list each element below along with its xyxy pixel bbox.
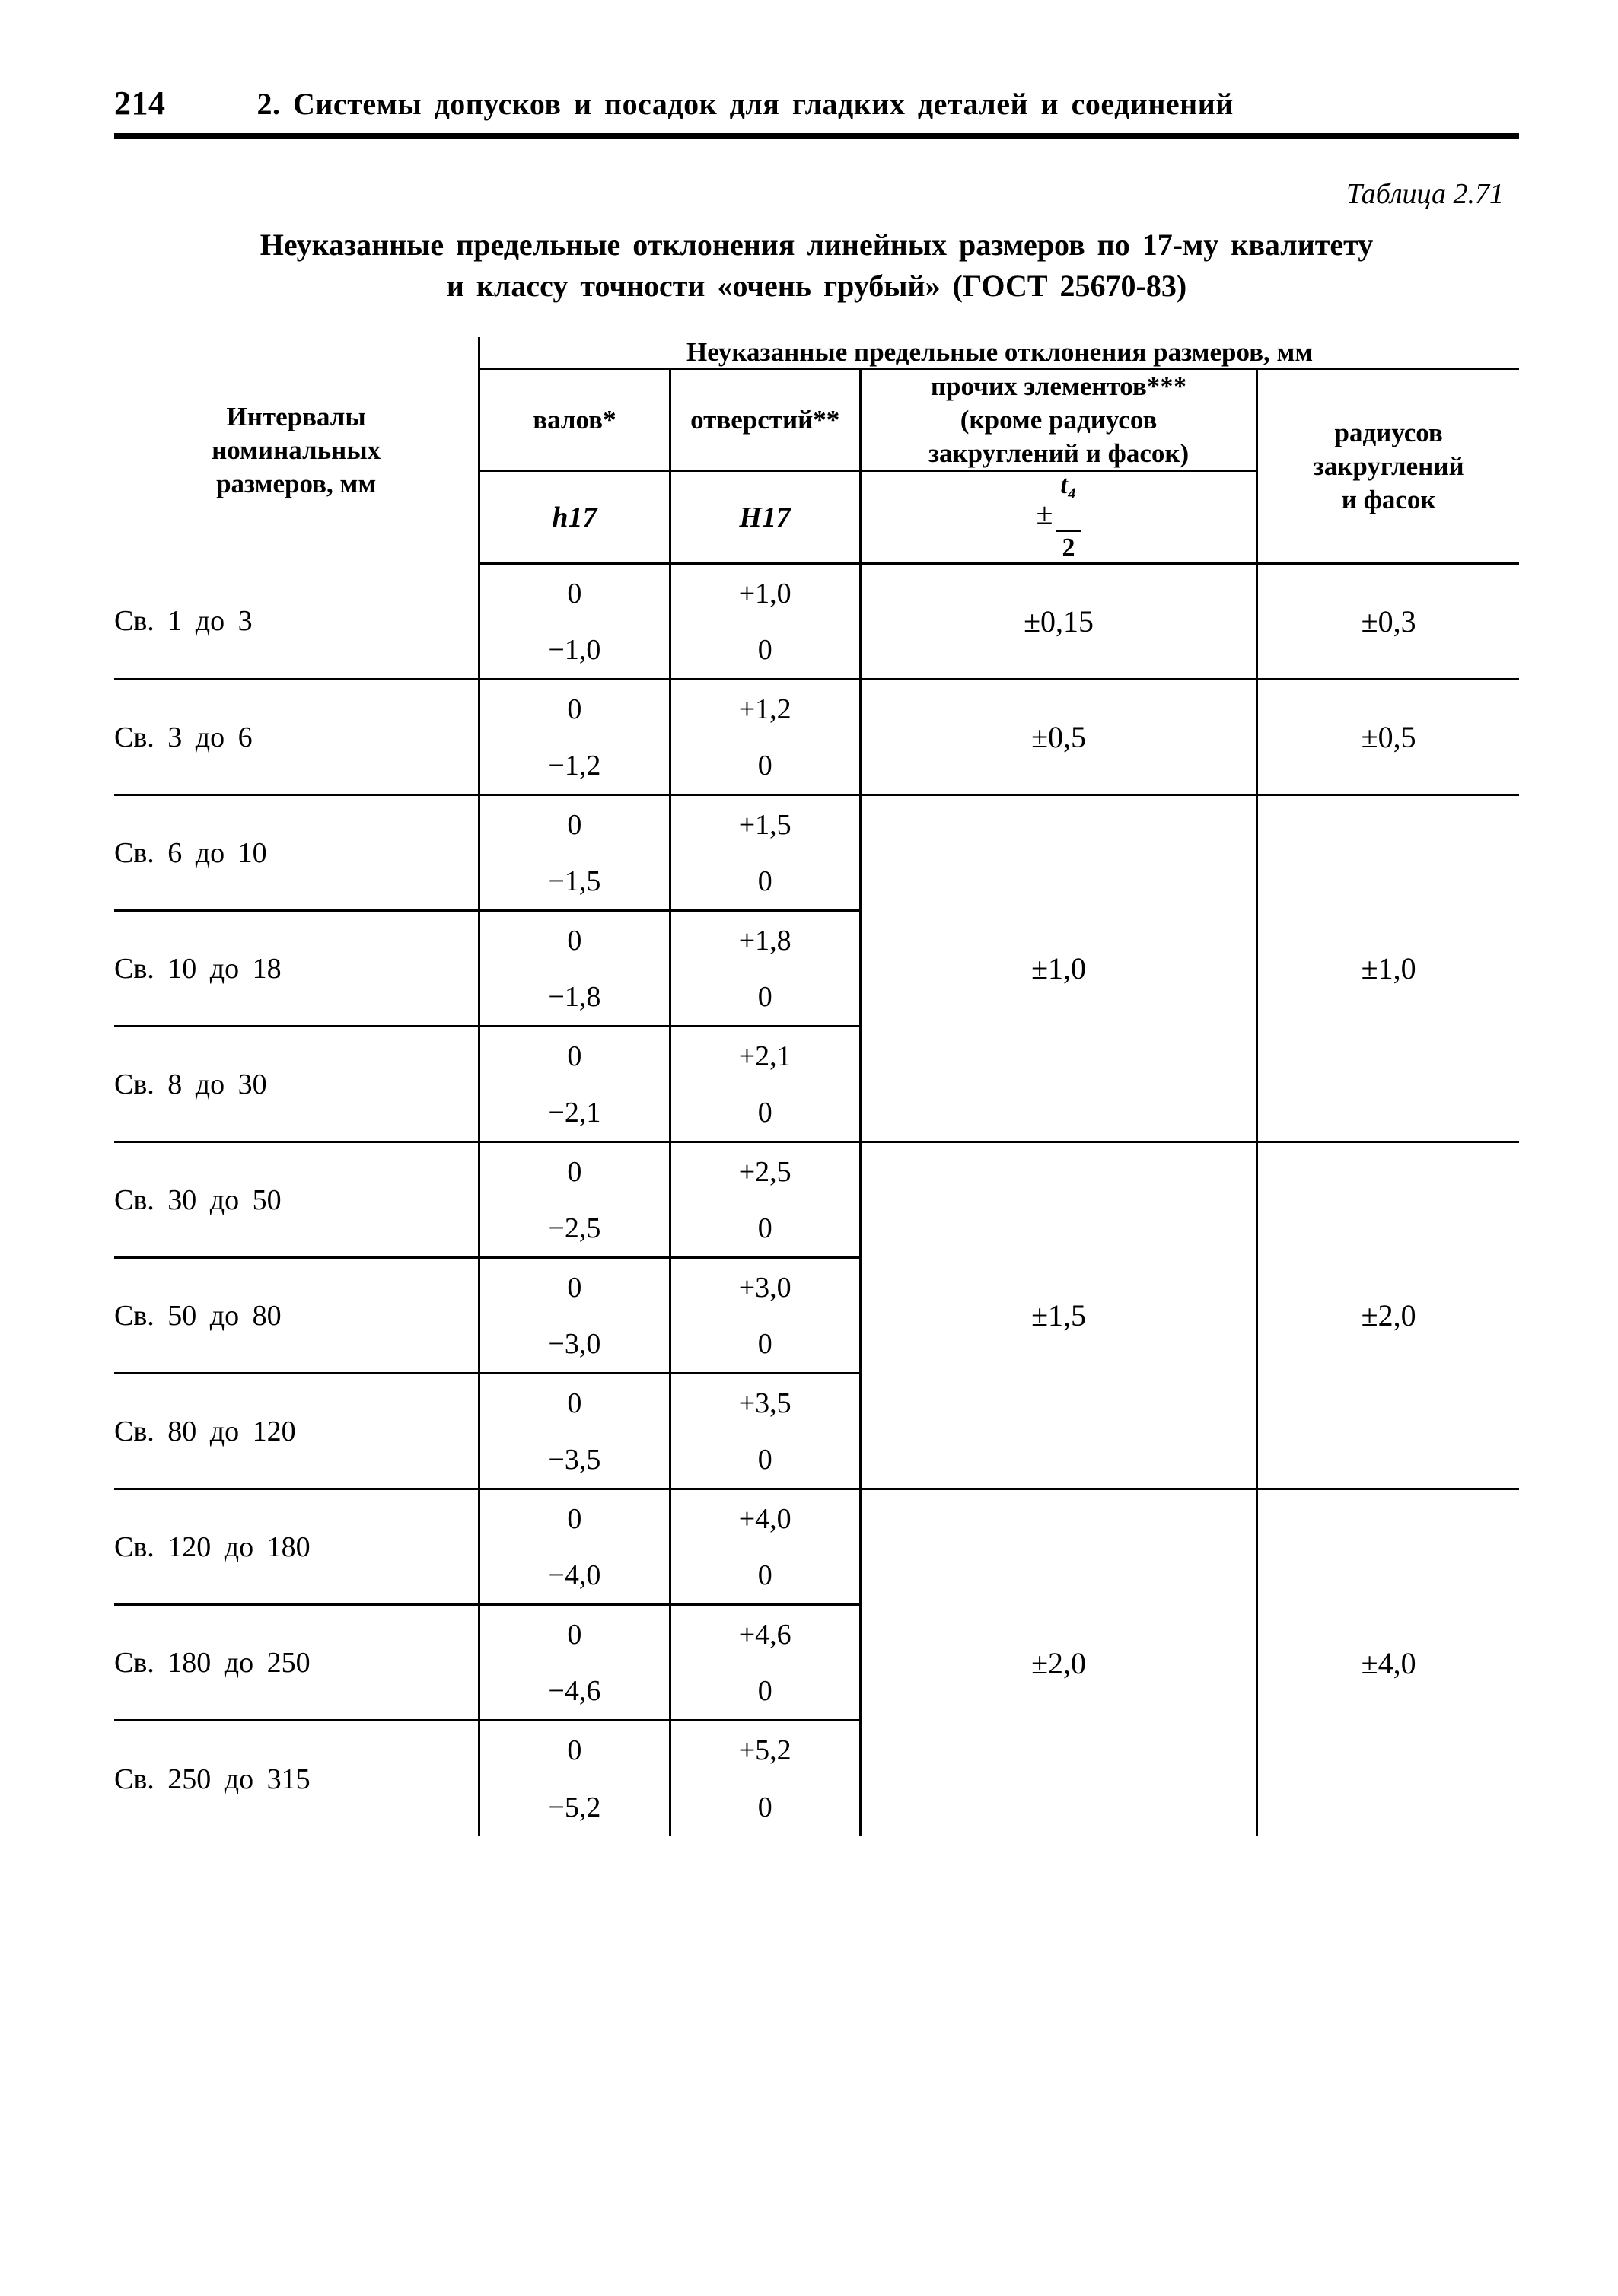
caption-line-2: и классу точности «очень грубый» (ГОСТ 2…	[447, 269, 1186, 303]
shaft-upper: 0	[479, 1374, 670, 1431]
hdr-intervals-l2: номинальных	[212, 435, 381, 465]
hdr-radii: радиусов закруглений и фасок	[1257, 369, 1519, 564]
hole-lower: 0	[670, 1084, 860, 1142]
hdr-radii-l3: и фасок	[1342, 485, 1436, 514]
hole-lower: 0	[670, 1663, 860, 1721]
des-other-formula: ±t₄2	[860, 471, 1256, 564]
other-pm: ±0,5	[860, 680, 1256, 795]
hdr-intervals: Интервалы номинальных размеров, мм	[114, 337, 479, 564]
shaft-upper: 0	[479, 1605, 670, 1663]
interval: Св. 10 до 18	[114, 911, 479, 1027]
formula-pm: ±	[1036, 497, 1053, 531]
shaft-lower: −3,0	[479, 1316, 670, 1374]
hole-lower: 0	[670, 737, 860, 795]
hdr-shafts: валов*	[479, 369, 670, 471]
interval: Св. 3 до 6	[114, 680, 479, 795]
hole-lower: 0	[670, 1431, 860, 1489]
hole-lower: 0	[670, 1547, 860, 1605]
formula-num: t₄	[1056, 472, 1081, 532]
hdr-intervals-l1: Интервалы	[226, 402, 365, 431]
hdr-other: прочих элементов*** (кроме радиусов закр…	[860, 369, 1256, 471]
radii-group-2: ±2,0	[1257, 1142, 1519, 1489]
hdr-other-l1: прочих элементов***	[931, 371, 1186, 401]
shaft-upper: 0	[479, 680, 670, 737]
tolerances-table: Интервалы номинальных размеров, мм Неука…	[114, 337, 1519, 1836]
shaft-upper: 0	[479, 1258, 670, 1316]
shaft-upper: 0	[479, 1027, 670, 1084]
hole-upper: +1,8	[670, 911, 860, 969]
other-group-1: ±1,0	[860, 795, 1256, 1142]
table-caption: Неуказанные предельные отклонения линейн…	[114, 225, 1519, 307]
interval: Св. 250 до 315	[114, 1721, 479, 1836]
interval: Св. 50 до 80	[114, 1258, 479, 1374]
hole-upper: +1,2	[670, 680, 860, 737]
des-hole: H17	[739, 502, 791, 533]
hole-lower: 0	[670, 1316, 860, 1374]
hole-lower: 0	[670, 622, 860, 680]
shaft-upper: 0	[479, 564, 670, 622]
shaft-upper: 0	[479, 1721, 670, 1779]
shaft-lower: −1,8	[479, 969, 670, 1027]
interval: Св. 80 до 120	[114, 1374, 479, 1489]
interval: Св. 180 до 250	[114, 1605, 479, 1721]
radii-pm: ±0,5	[1257, 680, 1519, 795]
hole-lower: 0	[670, 1200, 860, 1258]
hdr-other-l2: (кроме радиусов	[960, 405, 1158, 435]
shaft-lower: −4,6	[479, 1663, 670, 1721]
interval: Св. 30 до 50	[114, 1142, 479, 1258]
formula-den: 2	[1056, 532, 1081, 562]
shaft-lower: −4,0	[479, 1547, 670, 1605]
hole-upper: +4,0	[670, 1489, 860, 1547]
shaft-lower: −5,2	[479, 1779, 670, 1836]
radii-group-1: ±1,0	[1257, 795, 1519, 1142]
hole-upper: +3,5	[670, 1374, 860, 1431]
hdr-other-l3: закруглений и фасок)	[928, 438, 1189, 468]
hdr-radii-l2: закруглений	[1314, 451, 1464, 481]
interval: Св. 120 до 180	[114, 1489, 479, 1605]
shaft-upper: 0	[479, 1142, 670, 1200]
hole-upper: +2,1	[670, 1027, 860, 1084]
radii-group-3: ±4,0	[1257, 1489, 1519, 1836]
hdr-radii-l1: радиусов	[1334, 418, 1442, 447]
interval: Св. 8 до 30	[114, 1027, 479, 1142]
other-group-2: ±1,5	[860, 1142, 1256, 1489]
shaft-lower: −1,0	[479, 622, 670, 680]
hdr-holes: отверстий**	[670, 369, 860, 471]
hole-upper: +4,6	[670, 1605, 860, 1663]
other-group-3: ±2,0	[860, 1489, 1256, 1836]
shaft-lower: −2,5	[479, 1200, 670, 1258]
caption-line-1: Неуказанные предельные отклонения линейн…	[260, 228, 1374, 262]
radii-pm: ±0,3	[1257, 564, 1519, 680]
shaft-upper: 0	[479, 1489, 670, 1547]
shaft-lower: −1,2	[479, 737, 670, 795]
shaft-upper: 0	[479, 911, 670, 969]
shaft-upper: 0	[479, 795, 670, 853]
des-shaft: h17	[552, 502, 597, 533]
hole-upper: +2,5	[670, 1142, 860, 1200]
shaft-lower: −3,5	[479, 1431, 670, 1489]
interval: Св. 1 до 3	[114, 564, 479, 680]
section-title: 2. Системы допусков и посадок для гладки…	[257, 86, 1520, 122]
hole-upper: +1,5	[670, 795, 860, 853]
hole-upper: +1,0	[670, 564, 860, 622]
hole-lower: 0	[670, 853, 860, 911]
page-number: 214	[114, 84, 166, 123]
hole-lower: 0	[670, 969, 860, 1027]
hole-upper: +5,2	[670, 1721, 860, 1779]
shaft-lower: −1,5	[479, 853, 670, 911]
other-pm: ±0,15	[860, 564, 1256, 680]
hdr-intervals-l3: размеров, мм	[216, 469, 376, 498]
interval: Св. 6 до 10	[114, 795, 479, 911]
table-label: Таблица 2.71	[114, 177, 1504, 211]
hole-upper: +3,0	[670, 1258, 860, 1316]
hdr-super: Неуказанные предельные отклонения размер…	[479, 337, 1519, 369]
hole-lower: 0	[670, 1779, 860, 1836]
shaft-lower: −2,1	[479, 1084, 670, 1142]
